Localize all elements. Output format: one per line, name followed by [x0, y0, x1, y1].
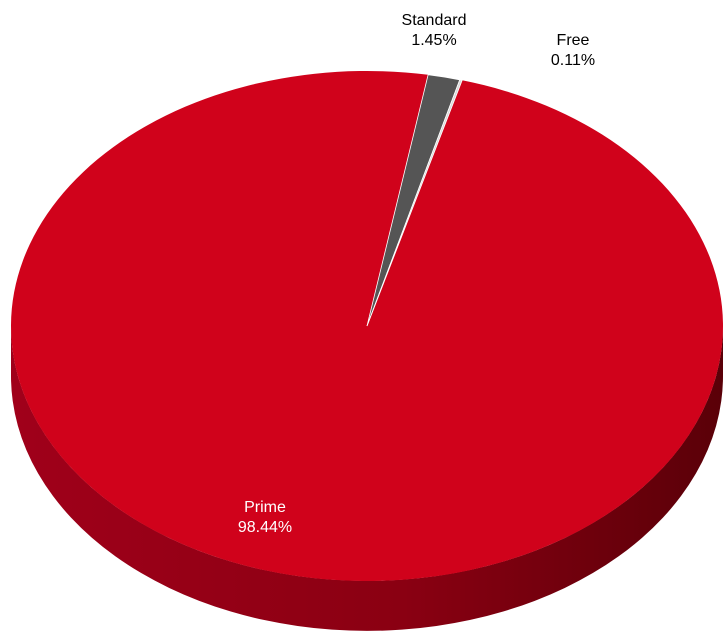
pie-label-prime: Prime 98.44% — [238, 499, 292, 536]
pie-side-prime — [11, 326, 723, 631]
pie-labels: Prime 98.44% Standard 1.45% Free 0.11% — [238, 12, 595, 536]
pie-label-free: Free 0.11% — [551, 32, 595, 69]
pie-label-prime-category: Prime — [244, 499, 286, 516]
pie-slice-free — [366, 79, 463, 327]
pie-label-free-value: 0.11% — [551, 52, 595, 69]
pie-top-face — [11, 71, 723, 581]
pie-label-standard-category: Standard — [402, 12, 467, 29]
pie-label-prime-value: 98.44% — [238, 519, 292, 536]
pie-label-standard: Standard 1.45% — [402, 12, 467, 49]
pie-side-wall — [11, 326, 723, 631]
pie-label-free-category: Free — [557, 32, 590, 49]
pie-label-standard-value: 1.45% — [411, 32, 456, 49]
